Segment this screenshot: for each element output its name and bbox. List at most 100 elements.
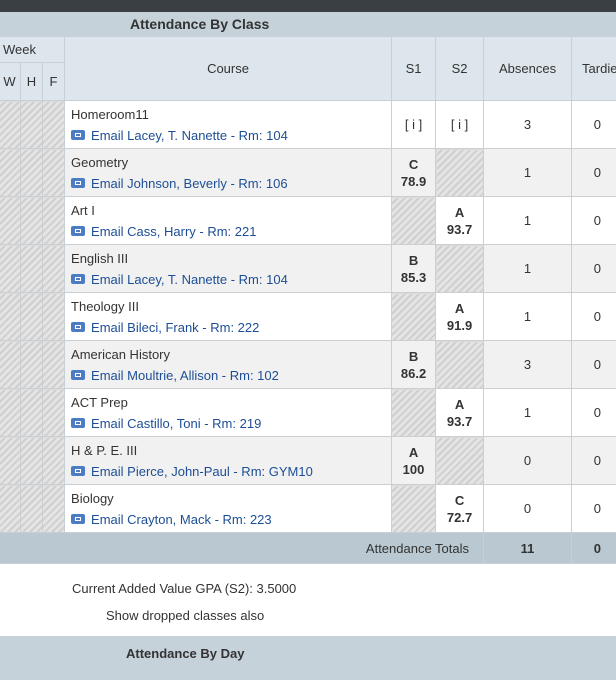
s1-cell <box>391 388 437 437</box>
day-cell <box>20 100 43 149</box>
s1-cell <box>391 484 437 533</box>
teacher-email[interactable]: Email Moultrie, Allison - Rm: 102 <box>65 368 391 383</box>
email-icon <box>71 178 86 188</box>
teacher-email[interactable]: Email Bileci, Frank - Rm: 222 <box>65 320 391 335</box>
absences-cell: 0 <box>483 484 573 533</box>
grade-letter: A <box>454 300 465 316</box>
s2-cell <box>435 436 485 485</box>
s1-cell <box>391 292 437 341</box>
s1-cell <box>391 196 437 245</box>
absences-cell: 1 <box>483 388 573 437</box>
course-row: American History Email Moultrie, Allison … <box>0 340 616 389</box>
absences-cell: 3 <box>483 340 573 389</box>
day-cell <box>0 484 21 533</box>
teacher-email[interactable]: Email Lacey, T. Nanette - Rm: 104 <box>65 272 391 287</box>
teacher-text[interactable]: Email Crayton, Mack - Rm: 223 <box>91 511 272 527</box>
tardies-cell: 0 <box>571 196 616 245</box>
s1-cell: [ i ] <box>391 100 437 149</box>
tardies-header: Tardies <box>571 36 616 101</box>
teacher-text[interactable]: Email Pierce, John-Paul - Rm: GYM10 <box>91 463 313 479</box>
course-cell: Biology Email Crayton, Mack - Rm: 223 <box>64 484 393 533</box>
day-cell <box>41 196 66 245</box>
s2-cell: [ i ] <box>435 100 485 149</box>
s2-cell: A 93.7 <box>435 196 485 245</box>
grade-score: 100 <box>402 461 425 477</box>
tardies-cell: 0 <box>571 340 616 389</box>
day-cell <box>20 436 43 485</box>
absences-header: Absences <box>483 36 573 101</box>
grade-score: 72.7 <box>446 509 473 525</box>
course-name: American History <box>71 346 170 362</box>
tardies-cell: 0 <box>571 292 616 341</box>
teacher-text[interactable]: Email Cass, Harry - Rm: 221 <box>91 223 257 239</box>
s2-cell: A 93.7 <box>435 388 485 437</box>
course-name: English III <box>71 250 129 266</box>
s1-cell: B 85.3 <box>391 244 437 293</box>
grade-score: 85.3 <box>400 269 427 285</box>
course-row: Geometry Email Johnson, Beverly - Rm: 106… <box>0 148 616 197</box>
grade-letter: A <box>454 204 465 220</box>
day-cell <box>41 100 66 149</box>
grade-letter: B <box>408 348 419 364</box>
teacher-text[interactable]: Email Johnson, Beverly - Rm: 106 <box>91 175 288 191</box>
email-icon <box>71 322 86 332</box>
teacher-email[interactable]: Email Lacey, T. Nanette - Rm: 104 <box>65 128 391 143</box>
dropped-link[interactable]: Show dropped classes also <box>106 608 265 623</box>
day-cell <box>20 148 43 197</box>
course-row: H & P. E. III Email Pierce, John-Paul - R… <box>0 436 616 485</box>
course-name: Art I <box>71 202 95 218</box>
teacher-text[interactable]: Email Castillo, Toni - Rm: 219 <box>91 415 262 431</box>
grade-letter: A <box>408 444 419 460</box>
course-name: Theology III <box>71 298 139 314</box>
course-cell: ACT Prep Email Castillo, Toni - Rm: 219 <box>64 388 393 437</box>
course-row: ACT Prep Email Castillo, Toni - Rm: 219 A 9… <box>0 388 616 437</box>
teacher-text[interactable]: Email Moultrie, Allison - Rm: 102 <box>91 367 279 383</box>
teacher-text[interactable]: Email Bileci, Frank - Rm: 222 <box>91 319 260 335</box>
section-header: Attendance By Class <box>0 12 616 36</box>
email-icon <box>71 466 86 476</box>
totals-tardies: 0 <box>571 532 616 564</box>
day-cell <box>41 340 66 389</box>
day-cell <box>0 436 21 485</box>
teacher-text[interactable]: Email Lacey, T. Nanette - Rm: 104 <box>91 127 288 143</box>
course-cell: Theology III Email Bileci, Frank - Rm: 22… <box>64 292 393 341</box>
s2-cell: A 91.9 <box>435 292 485 341</box>
day-cell <box>20 484 43 533</box>
s1-cell: B 86.2 <box>391 340 437 389</box>
grade-letter: B <box>408 252 419 268</box>
course-row: Theology III Email Bileci, Frank - Rm: 22… <box>0 292 616 341</box>
day-cell <box>20 340 43 389</box>
course-cell: Art I Email Cass, Harry - Rm: 221 <box>64 196 393 245</box>
course-name: Homeroom11 <box>71 106 149 122</box>
day-cell <box>41 388 66 437</box>
teacher-email[interactable]: Email Pierce, John-Paul - Rm: GYM10 <box>65 464 391 479</box>
course-cell: Geometry Email Johnson, Beverly - Rm: 106 <box>64 148 393 197</box>
teacher-email[interactable]: Email Cass, Harry - Rm: 221 <box>65 224 391 239</box>
day-cell <box>0 388 21 437</box>
course-cell: H & P. E. III Email Pierce, John-Paul - R… <box>64 436 393 485</box>
tardies-cell: 0 <box>571 436 616 485</box>
day-cell <box>20 196 43 245</box>
s2-header: S2 <box>435 36 485 101</box>
s1-header: S1 <box>391 36 437 101</box>
teacher-email[interactable]: Email Crayton, Mack - Rm: 223 <box>65 512 391 527</box>
absences-cell: 0 <box>483 436 573 485</box>
grade-info: [ i ] <box>404 117 423 132</box>
teacher-text[interactable]: Email Lacey, T. Nanette - Rm: 104 <box>91 271 288 287</box>
day-header: F <box>41 62 66 101</box>
email-icon <box>71 226 86 236</box>
day-header: W <box>0 62 21 101</box>
table-body: Homeroom11 Email Lacey, T. Nanette - Rm: … <box>0 100 616 564</box>
teacher-email[interactable]: Email Johnson, Beverly - Rm: 106 <box>65 176 391 191</box>
grade-score: 91.9 <box>446 317 473 333</box>
day-cell <box>41 436 66 485</box>
grade-score: 93.7 <box>446 221 473 237</box>
day-cell <box>41 148 66 197</box>
teacher-email[interactable]: Email Castillo, Toni - Rm: 219 <box>65 416 391 431</box>
table-container: Week Course S1 S2 Absences Tardies W H F… <box>0 36 616 568</box>
absences-cell: 1 <box>483 148 573 197</box>
course-row: English III Email Lacey, T. Nanette - Rm:… <box>0 244 616 293</box>
grade-score: 86.2 <box>400 365 427 381</box>
course-name: ACT Prep <box>71 394 128 410</box>
